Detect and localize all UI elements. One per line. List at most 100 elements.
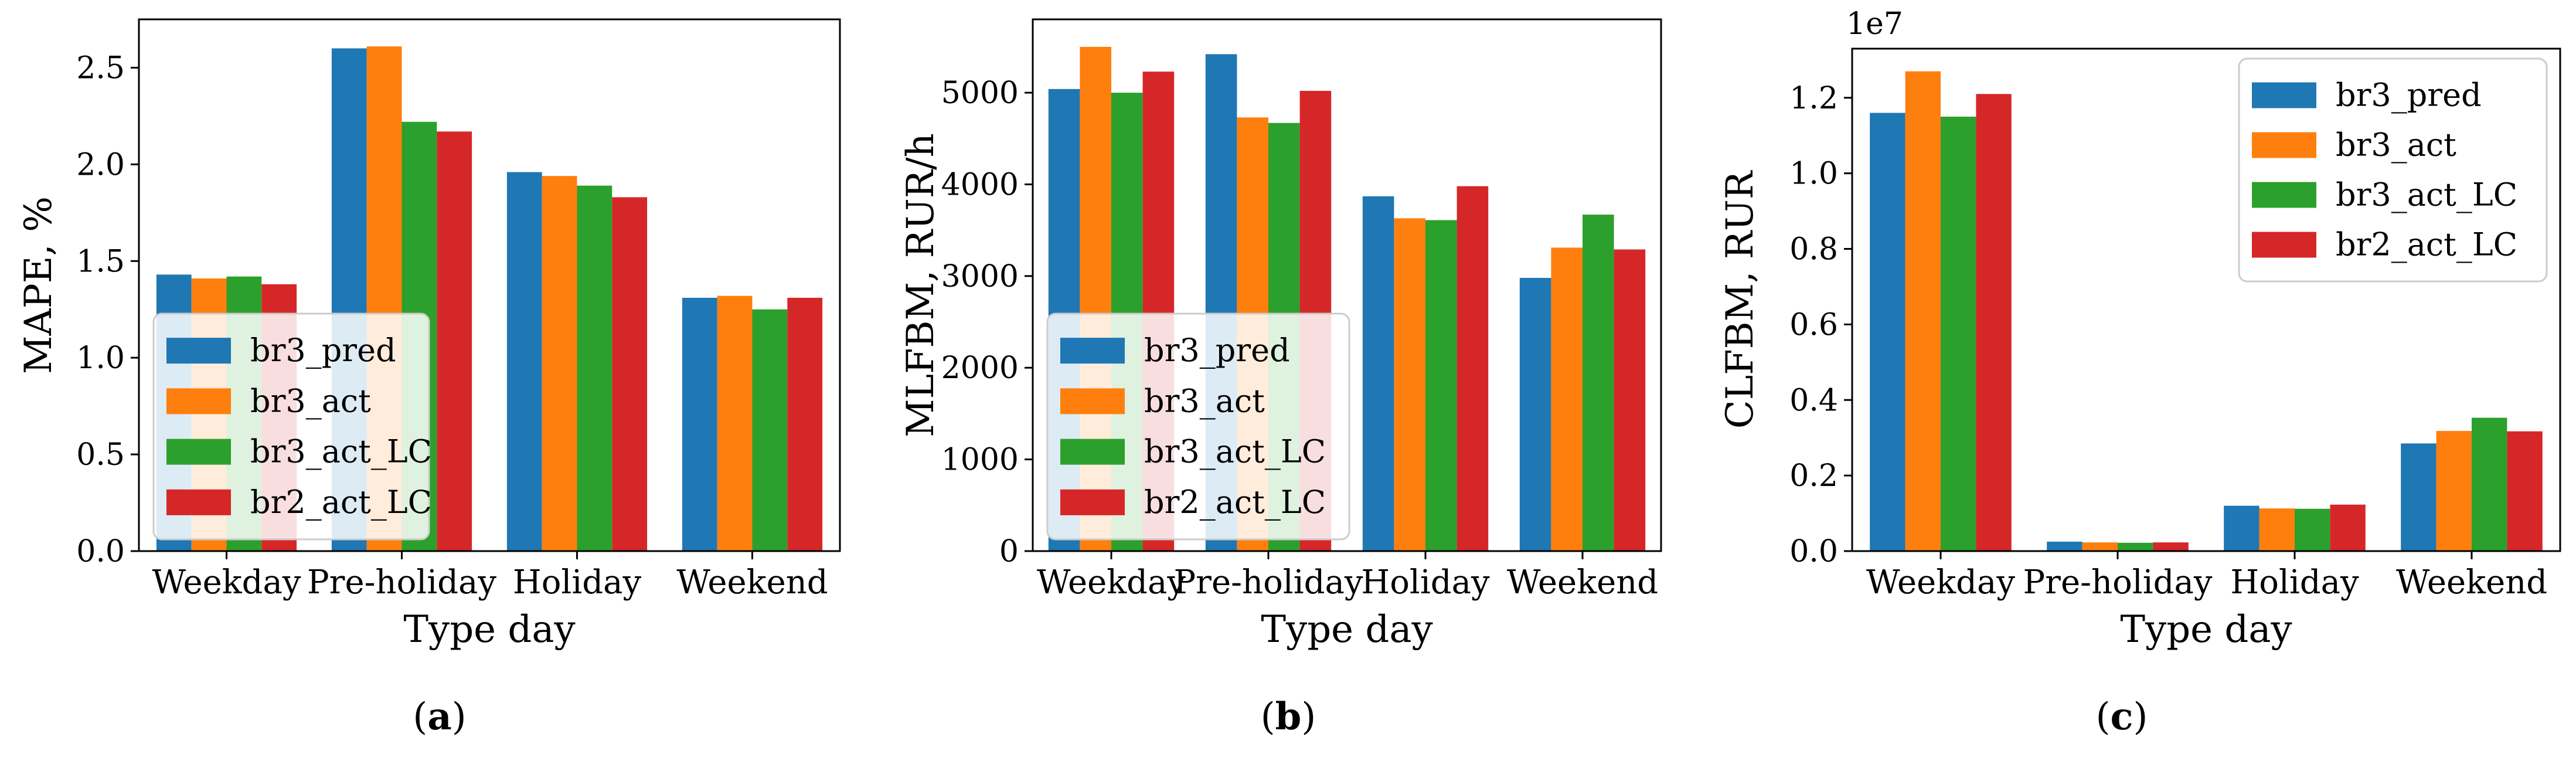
y-tick-label: 2.0: [76, 147, 125, 182]
bar-br2_act_LC-Pre-holiday: [437, 131, 472, 551]
y-tick-label: 1.0: [76, 341, 125, 376]
y-tick-label: 1.5: [76, 244, 125, 279]
legend-swatch-br3_act_LC: [166, 439, 231, 465]
x-tick-label: Pre-holiday: [1174, 563, 1363, 602]
bar-br3_act-Weekend: [2436, 431, 2472, 551]
y-tick-label: 0.0: [76, 534, 125, 569]
y-tick-label: 0.2: [1789, 458, 1838, 494]
bar-br2_act_LC-Weekday: [1976, 94, 2012, 551]
bar-br3_pred-Holiday: [2224, 505, 2259, 551]
bar-br2_act_LC-Weekend: [1614, 249, 1646, 551]
legend-label-br3_act_LC: br3_act_LC: [2336, 176, 2517, 213]
y-tick-label: 1.2: [1789, 81, 1838, 116]
x-tick-label: Weekend: [1507, 563, 1658, 602]
legend-swatch-br3_act_LC: [2252, 182, 2316, 208]
legend-box: [2238, 57, 2548, 283]
legend-swatch-br3_act: [2252, 132, 2316, 158]
plot-frame: [138, 18, 841, 552]
y-tick-label: 1.0: [1789, 157, 1838, 192]
bar-br3_act_LC-Weekday: [1941, 116, 1976, 551]
bar-br3_act_LC-Weekend: [1583, 215, 1614, 552]
y-tick-label: 0.8: [1789, 232, 1838, 267]
legend-box: [1046, 312, 1350, 541]
legend-label-br2_act_LC: br2_act_LC: [250, 484, 432, 521]
legend-label-br3_pred: br3_pred: [1144, 332, 1290, 369]
y-tick-label: 2000: [941, 351, 1019, 386]
x-tick-label: Pre-holiday: [2023, 563, 2213, 602]
legend-swatch-br2_act_LC: [2252, 232, 2316, 258]
bar-br3_act_LC-Holiday: [577, 185, 612, 551]
bar-br3_pred-Weekend: [2401, 443, 2437, 551]
y-tick-label: 1000: [941, 443, 1019, 478]
legend: br3_pred br3_act br3_act_LC br2_act_LC: [152, 312, 432, 541]
legend-swatch-br3_pred: [2252, 82, 2316, 108]
x-tick-label: Holiday: [2230, 563, 2359, 602]
bar-br2_act_LC-Holiday: [612, 197, 648, 551]
bar-br3_pred-Holiday: [506, 172, 542, 551]
x-tick-label: Weekday: [152, 563, 301, 602]
legend-swatch-br3_act: [166, 388, 231, 414]
x-tick-label: Weekday: [1866, 563, 2015, 602]
plot-frame: [1851, 47, 2561, 552]
x-tick-label: Holiday: [513, 563, 642, 602]
x-tick-label: Weekday: [1037, 563, 1186, 602]
bar-br3_act-Weekend: [1551, 247, 1583, 551]
legend-swatch-br3_pred: [166, 338, 231, 364]
x-tick-label: Holiday: [1361, 563, 1490, 602]
x-axis-label: Type day: [403, 608, 575, 651]
bar-br3_pred-Weekend: [682, 297, 717, 551]
panel-label-a: (a): [413, 695, 467, 739]
x-tick-label: Weekend: [2396, 563, 2547, 602]
bar-br3_pred-Pre-holiday: [2047, 541, 2082, 551]
y-axis-label: MAPE, %: [17, 196, 60, 374]
y-tick-label: 0.5: [76, 437, 125, 473]
y-tick-label: 4000: [941, 167, 1019, 202]
legend-swatch-br2_act_LC: [166, 489, 231, 515]
bar-br3_pred-Holiday: [1362, 196, 1394, 551]
bar-br3_act_LC-Pre-holiday: [2118, 542, 2153, 551]
legend-box: [152, 312, 430, 541]
bar-br3_act_LC-Weekend: [2472, 417, 2507, 551]
bar-br2_act_LC-Holiday: [1457, 186, 1489, 551]
bar-br3_act-Holiday: [2259, 508, 2295, 551]
x-tick-label: Pre-holiday: [307, 563, 496, 602]
bar-br3_act_LC-Holiday: [1425, 220, 1457, 551]
bar-br3_act_LC-Holiday: [2295, 508, 2330, 551]
bar-br3_act_LC-Weekend: [752, 309, 788, 551]
y-tick-label: 3000: [941, 259, 1019, 294]
bar-br2_act_LC-Pre-holiday: [2153, 542, 2189, 551]
x-tick-label: Weekend: [676, 563, 828, 602]
bar-br2_act_LC-Holiday: [2330, 504, 2366, 551]
legend-label-br3_act: br3_act: [2336, 127, 2456, 164]
bar-br2_act_LC-Weekend: [787, 297, 823, 551]
legend-label-br3_act_LC: br3_act_LC: [250, 433, 432, 470]
bar-br3_act-Holiday: [542, 176, 577, 552]
y-tick-label: 0.6: [1789, 307, 1838, 342]
x-axis-label: Type day: [2120, 608, 2292, 651]
bar-br3_pred-Weekday: [1870, 113, 1905, 551]
bar-br3_act-Holiday: [1394, 218, 1425, 551]
legend: br3_pred br3_act br3_act_LC br2_act_LC: [2238, 57, 2548, 283]
legend-label-br3_act: br3_act: [1144, 382, 1265, 419]
bar-br2_act_LC-Weekend: [2507, 431, 2543, 551]
legend-swatch-br3_act: [1060, 388, 1125, 414]
y-tick-label: 5000: [941, 76, 1019, 111]
legend-swatch-br2_act_LC: [1060, 489, 1125, 515]
plot-frame: [1032, 18, 1662, 552]
panel-label-b: (b): [1260, 695, 1316, 739]
legend: br3_pred br3_act br3_act_LC br2_act_LC: [1046, 312, 1350, 541]
legend-label-br3_pred: br3_pred: [2336, 77, 2482, 114]
x-axis-label: Type day: [1261, 608, 1432, 651]
y-tick-label: 2.5: [76, 50, 125, 86]
legend-swatch-br3_act_LC: [1060, 439, 1125, 465]
legend-label-br3_pred: br3_pred: [250, 332, 396, 369]
panel-label-c: (c): [2095, 695, 2148, 739]
bar-br3_act-Weekend: [717, 295, 753, 551]
legend-label-br2_act_LC: br2_act_LC: [1144, 484, 1326, 521]
y-tick-label: 0.4: [1789, 383, 1838, 418]
y-axis-label: MLFBM, RUR/h: [899, 133, 942, 437]
